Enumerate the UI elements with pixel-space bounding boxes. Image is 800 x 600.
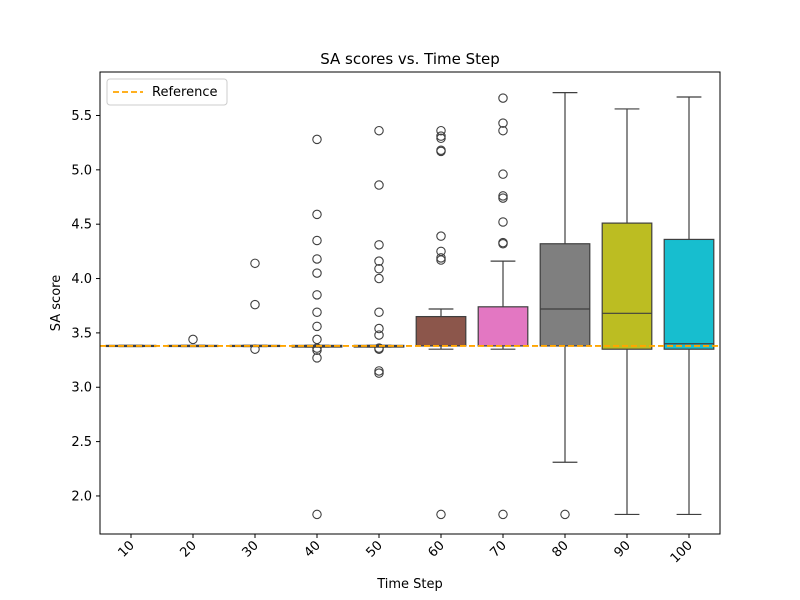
box-70 [477,93,529,520]
outlier-point [312,509,322,520]
box-60 [415,125,467,520]
outlier-point [250,299,260,310]
outlier-point [374,256,384,266]
box-100 [663,96,715,516]
outlier-point [436,125,446,136]
outlier-point [250,258,260,269]
outlier-point [498,118,508,128]
outlier-point [498,217,508,227]
y-axis-title: SA score [49,275,64,331]
outlier-point [374,307,384,317]
legend: Reference [106,78,228,106]
outlier-point [374,240,384,250]
outlier-point [312,209,322,220]
legend-box [106,78,228,106]
outlier-point [498,509,508,520]
outlier-point [312,268,322,278]
outlier-point [374,125,384,136]
box-body [539,243,591,347]
boxes-group [105,92,715,520]
outlier-point [498,125,508,136]
y-tick-label: 2.5 [71,435,92,450]
box-body [663,238,715,350]
outlier-point [188,334,198,345]
outlier-point [312,290,322,300]
outlier-point [436,231,446,241]
outlier-point [374,344,384,354]
box-body [601,222,653,350]
outlier-point [312,321,322,332]
outlier-point [560,509,570,520]
x-axis-title: Time Step [376,577,443,592]
y-tick-label: 5.5 [71,109,92,124]
y-axis: 2.0 2.5 3.0 3.5 4.0 4.5 5.0 5.5 [71,109,100,504]
outlier-point [498,193,508,203]
outlier-point [374,368,384,378]
outlier-point [374,330,384,340]
outlier-point [374,273,384,284]
y-tick-label: 2.0 [71,489,92,504]
outlier-point [312,353,322,363]
outlier-point [436,509,446,520]
outlier-point [374,264,384,274]
outlier-point [312,235,322,246]
y-tick-label: 3.5 [71,326,92,341]
outlier-point [436,146,446,157]
plot-frame [99,71,721,535]
outlier-point [436,255,446,265]
y-tick-label: 4.0 [71,272,92,287]
y-tick-label: 4.5 [71,218,92,233]
outlier-point [250,344,260,354]
outlier-point [312,307,322,317]
box-body [477,306,529,347]
outlier-point [498,239,508,249]
outlier-point [312,254,322,264]
outlier-point [374,323,384,334]
y-tick-label: 5.0 [71,163,92,178]
outlier-point [498,93,508,103]
box-body [415,315,467,347]
box-90 [601,108,653,516]
legend-reference-label: Reference [152,85,217,100]
outlier-point [374,180,384,190]
chart-title: SA scores vs. Time Step [320,50,500,68]
y-tick-label: 3.0 [71,381,92,396]
outlier-point [498,169,508,179]
outlier-point [312,134,322,145]
outlier-point [436,133,446,144]
